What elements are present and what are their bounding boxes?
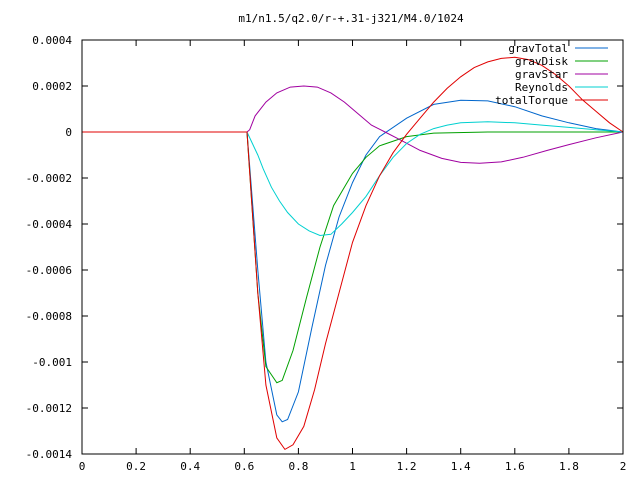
y-tick-label: -0.0008 [26,310,72,323]
y-tick-label: -0.0014 [26,448,73,461]
y-tick-label: -0.001 [32,356,72,369]
x-tick-label: 2 [620,460,627,473]
legend-label-gravStar: gravStar [515,68,568,81]
x-tick-label: 0 [79,460,86,473]
x-tick-label: 0.8 [288,460,308,473]
plot-frame [81,39,624,455]
legend-label-Reynolds: Reynolds [515,81,568,94]
y-tick-label: 0 [65,126,72,139]
legend-label-gravTotal: gravTotal [508,42,568,55]
x-tick-label: 0.2 [126,460,146,473]
x-tick-label: 1.2 [397,460,417,473]
x-tick-label: 0.6 [234,460,254,473]
legend: gravTotalgravDiskgravStarReynoldstotalTo… [495,42,608,107]
y-tick-label: -0.0004 [26,218,73,231]
series-line-Reynolds [246,121,624,237]
y-tick-label: 0.0004 [32,34,72,47]
y-tick-label: -0.0002 [26,172,72,185]
y-tick-label: 0.0002 [32,80,72,93]
y-tick-label: -0.0006 [26,264,72,277]
axis-ticks: 0.0004 0.0002 0 -0.0002 -0.0004 -0.0006 -0.000… [26,34,627,473]
chart-title: m1/n1.5/q2.0/r-+.31-j321/M4.0/1024 [238,12,464,25]
x-tick-label: 1.8 [559,460,579,473]
series-line-gravStar [246,85,624,164]
series-line-gravTotal [246,99,624,423]
series-layer [82,56,624,451]
series-line-gravDisk [246,131,623,384]
legend-label-totalTorque: totalTorque [495,94,568,107]
y-tick-label: -0.0012 [26,402,72,415]
legend-label-gravDisk: gravDisk [515,55,568,68]
x-tick-label: 1.6 [505,460,525,473]
x-tick-label: 0.4 [180,460,200,473]
series-line-totalTorque [82,56,624,451]
x-tick-label: 1.4 [451,460,471,473]
x-tick-label: 1 [349,460,356,473]
